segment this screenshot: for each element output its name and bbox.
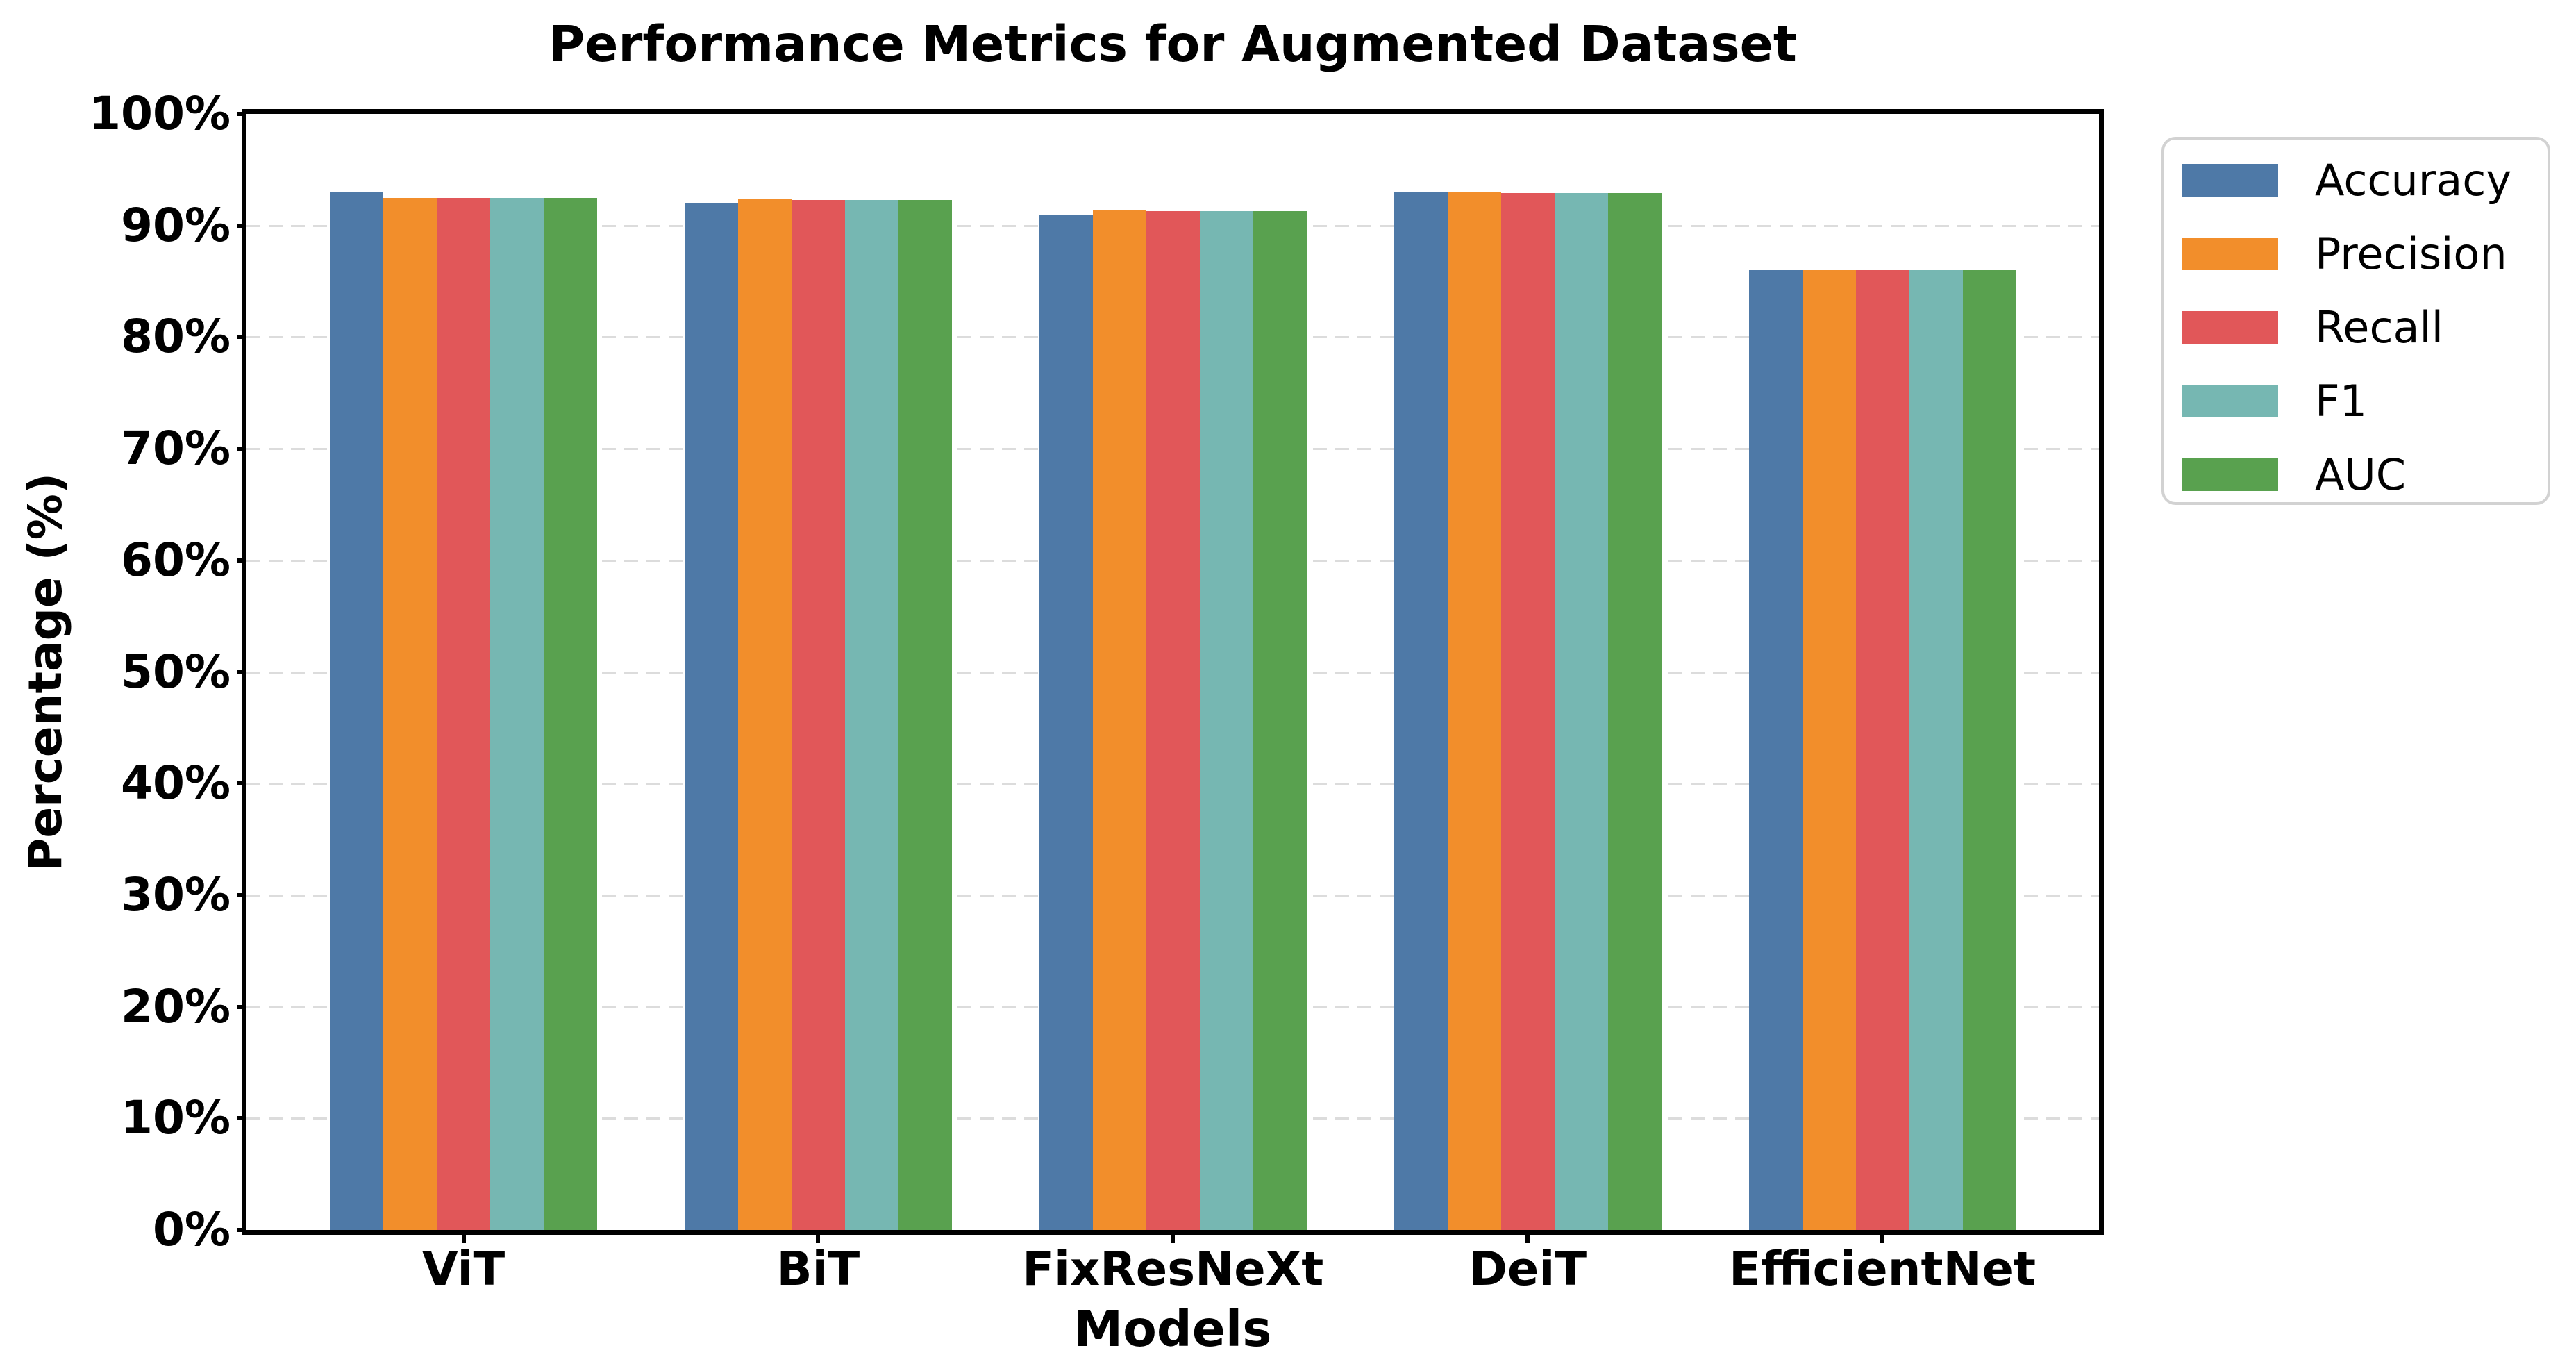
y-tick-mark-50% [237,669,246,674]
bar-FixResNeXt-Recall [1146,210,1200,1230]
y-tick-mark-40% [237,781,246,786]
y-tick-label-10%: 10% [121,1091,231,1145]
x-tick-mark-DeiT [1525,1233,1530,1243]
x-tick-mark-BiT [816,1233,821,1243]
legend-label-Precision: Precision [2315,228,2507,279]
bar-BiT-F1 [844,199,898,1230]
legend-item-F1: F1 [2182,364,2548,438]
y-tick-mark-0% [237,1228,246,1232]
chart-title: Performance Metrics for Augmented Datase… [549,15,1797,73]
legend-swatch-Accuracy [2182,163,2278,197]
x-axis-label: Models [1073,1300,1272,1358]
y-tick-label-70%: 70% [121,422,231,476]
y-tick-mark-70% [237,447,246,451]
bar-DeiT-Precision [1447,192,1501,1230]
y-tick-label-0%: 0% [152,1203,231,1256]
y-tick-label-20%: 20% [121,979,231,1033]
legend-label-Accuracy: Accuracy [2315,154,2512,206]
legend-label-AUC: AUC [2315,449,2407,500]
legend-label-Recall: Recall [2315,301,2443,353]
y-tick-label-100%: 100% [89,87,231,140]
plot-area [242,109,2104,1235]
legend-item-Accuracy: Accuracy [2182,143,2548,217]
x-tick-label-FixResNeXt: FixResNeXt [1022,1242,1324,1296]
y-tick-mark-10% [237,1116,246,1121]
legend-swatch-Precision [2182,237,2278,270]
legend: Accuracy Precision Recall F1 AUC [2161,137,2550,505]
bar-BiT-Precision [737,199,792,1230]
legend-swatch-AUC [2182,458,2278,491]
bar-DeiT-AUC [1607,193,1662,1230]
bar-EfficientNet-Precision [1802,269,1856,1230]
bar-FixResNeXt-Precision [1092,210,1146,1230]
bar-DeiT-Recall [1500,193,1555,1230]
legend-item-AUC: AUC [2182,438,2548,511]
x-tick-mark-ViT [461,1233,466,1243]
y-tick-mark-60% [237,558,246,563]
bar-EfficientNet-Recall [1855,269,1909,1230]
legend-swatch-F1 [2182,384,2278,417]
x-tick-label-EfficientNet: EfficientNet [1729,1242,2036,1296]
y-tick-label-80%: 80% [121,310,231,364]
x-tick-mark-FixResNeXt [1171,1233,1176,1243]
legend-item-Precision: Precision [2182,217,2548,290]
legend-swatch-Recall [2182,310,2278,344]
bar-ViT-F1 [490,197,544,1230]
bar-ViT-AUC [544,197,597,1230]
y-tick-mark-20% [237,1004,246,1009]
x-tick-label-BiT: BiT [776,1242,860,1296]
y-tick-label-90%: 90% [121,198,231,252]
bar-ViT-Recall [437,197,490,1230]
bar-EfficientNet-Accuracy [1748,269,1803,1230]
y-tick-mark-100% [237,112,246,116]
y-tick-label-40%: 40% [121,756,231,810]
x-tick-label-DeiT: DeiT [1469,1242,1587,1296]
bar-BiT-Accuracy [684,203,738,1230]
bar-FixResNeXt-F1 [1199,210,1253,1230]
bar-EfficientNet-F1 [1909,269,1963,1230]
bar-FixResNeXt-Accuracy [1039,214,1093,1230]
bar-FixResNeXt-AUC [1253,210,1307,1230]
legend-label-F1: F1 [2315,375,2368,426]
y-tick-label-60%: 60% [121,533,231,587]
y-tick-mark-90% [237,223,246,228]
y-tick-mark-80% [237,335,246,340]
bar-EfficientNet-AUC [1962,269,2016,1230]
y-tick-mark-30% [237,892,246,897]
x-tick-mark-EfficientNet [1880,1233,1885,1243]
bar-ViT-Precision [383,197,437,1230]
bar-DeiT-F1 [1554,193,1608,1230]
bar-BiT-AUC [898,199,952,1230]
bar-DeiT-Accuracy [1394,192,1448,1230]
x-tick-label-ViT: ViT [421,1242,505,1296]
bar-ViT-Accuracy [330,192,383,1230]
legend-item-Recall: Recall [2182,290,2548,364]
y-tick-label-30%: 30% [121,867,231,922]
bar-BiT-Recall [791,199,845,1230]
y-tick-label-50%: 50% [121,644,231,699]
